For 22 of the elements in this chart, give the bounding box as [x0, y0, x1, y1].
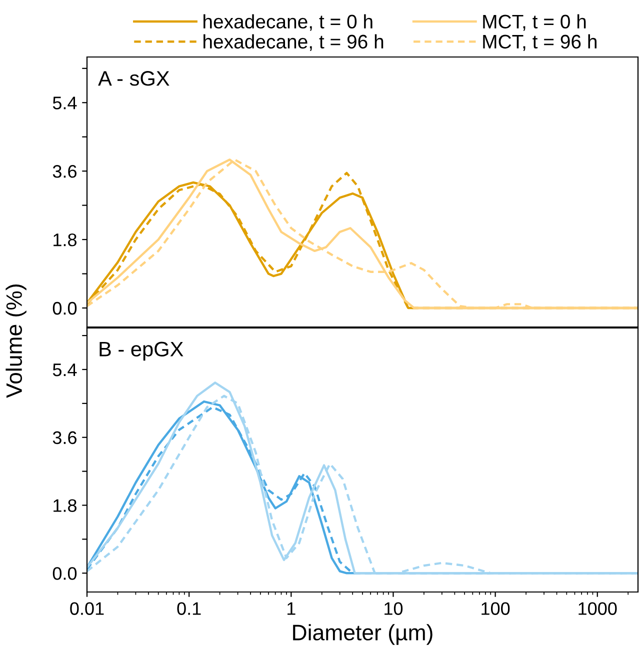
y-tick-label: 1.8 — [54, 499, 76, 512]
text: A - sGX — [98, 71, 170, 86]
x-tick-label: 100 — [482, 602, 510, 615]
y-tick-label: 0.0 — [52, 302, 77, 315]
x-tick-label: 1 — [288, 602, 296, 615]
y-tick-label: 5.4 — [52, 96, 77, 110]
x-tick-label: 10 — [384, 602, 403, 615]
y-tick-label: 0.0 — [52, 567, 77, 580]
y-tick-label: 1.8 — [54, 233, 76, 246]
x-tick-label: 0.01 — [70, 602, 104, 615]
y-axis-title: Volume (%) — [6, 284, 26, 398]
y-tick-label: 3.6 — [52, 165, 76, 178]
y-tick-label: 3.6 — [52, 431, 76, 444]
x-axis-title: Diameter (µm) — [293, 624, 432, 645]
x-tick-label: 0.1 — [177, 602, 201, 615]
x-tick-label: 1000 — [578, 602, 617, 615]
legend-label: MCT, t = 96 h — [483, 34, 596, 51]
text: B - epGX — [100, 342, 184, 361]
y-tick-label: 5.4 — [52, 364, 77, 376]
legend-label: MCT, t = 0 h — [483, 14, 586, 31]
legend-label: hexadecane, t = 96 h — [204, 34, 384, 51]
legend-label: hexadecane, t = 0 h — [204, 14, 372, 31]
